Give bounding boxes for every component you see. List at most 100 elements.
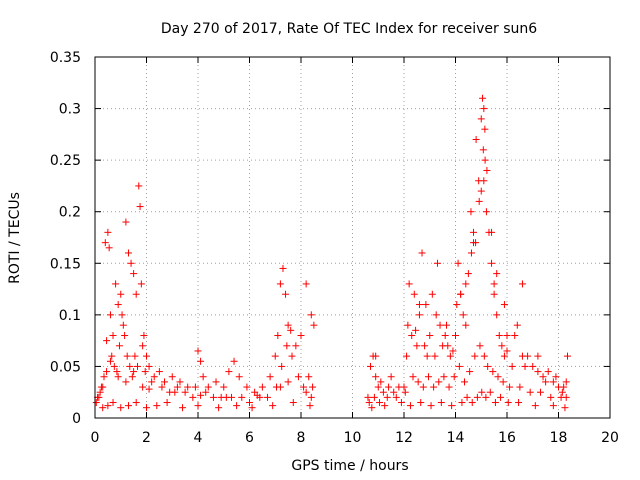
data-point bbox=[368, 404, 376, 412]
data-point bbox=[476, 342, 484, 350]
data-point bbox=[480, 352, 488, 360]
data-point bbox=[409, 373, 417, 381]
data-point bbox=[145, 385, 153, 393]
data-point bbox=[136, 203, 144, 211]
data-point bbox=[279, 264, 287, 272]
data-point bbox=[415, 301, 423, 309]
data-point bbox=[202, 388, 210, 396]
data-point bbox=[124, 249, 132, 257]
data-point bbox=[562, 393, 570, 401]
data-point bbox=[449, 347, 457, 355]
data-point bbox=[230, 357, 238, 365]
data-point bbox=[562, 378, 570, 386]
x-tick-label: 0 bbox=[91, 430, 100, 446]
data-point bbox=[506, 383, 514, 391]
data-point bbox=[488, 228, 496, 236]
data-point bbox=[423, 352, 431, 360]
data-point bbox=[95, 393, 103, 401]
data-point bbox=[104, 228, 112, 236]
data-point bbox=[397, 399, 405, 407]
data-point bbox=[379, 388, 387, 396]
data-point bbox=[105, 244, 113, 252]
data-point bbox=[130, 368, 138, 376]
data-point bbox=[414, 378, 422, 386]
data-point bbox=[542, 378, 550, 386]
data-point bbox=[132, 290, 140, 298]
data-point bbox=[427, 402, 435, 410]
data-point bbox=[365, 399, 373, 407]
data-point bbox=[108, 352, 116, 360]
data-point bbox=[544, 368, 552, 376]
data-point bbox=[481, 156, 489, 164]
data-point bbox=[495, 331, 503, 339]
data-point bbox=[233, 402, 241, 410]
data-point bbox=[143, 352, 150, 360]
data-point bbox=[139, 342, 147, 350]
data-point bbox=[96, 388, 104, 396]
data-point bbox=[246, 399, 253, 407]
data-point bbox=[115, 342, 123, 350]
data-point bbox=[114, 301, 122, 309]
data-point bbox=[215, 404, 223, 412]
data-point bbox=[466, 368, 474, 376]
data-point bbox=[132, 399, 140, 407]
data-point bbox=[372, 373, 380, 381]
data-point bbox=[454, 259, 462, 267]
data-point bbox=[536, 388, 544, 396]
data-point bbox=[408, 331, 416, 339]
data-point bbox=[289, 399, 297, 407]
data-point bbox=[225, 368, 233, 376]
data-point bbox=[428, 290, 436, 298]
data-point bbox=[458, 399, 466, 407]
data-point bbox=[204, 383, 212, 391]
y-axis-label: ROTI / TECUs bbox=[7, 192, 23, 284]
data-point bbox=[503, 331, 511, 339]
data-point bbox=[463, 393, 471, 401]
data-point bbox=[209, 393, 217, 401]
data-point bbox=[450, 373, 458, 381]
data-point bbox=[498, 342, 506, 350]
data-point bbox=[500, 301, 508, 309]
x-tick-label: 4 bbox=[194, 430, 203, 446]
y-tick-label: 0.1 bbox=[59, 308, 81, 324]
data-point bbox=[436, 321, 444, 329]
data-point bbox=[516, 383, 524, 391]
data-point bbox=[491, 399, 499, 407]
data-point bbox=[133, 362, 141, 370]
data-point bbox=[440, 373, 448, 381]
data-point bbox=[199, 373, 207, 381]
data-point bbox=[238, 393, 246, 401]
data-point bbox=[297, 331, 305, 339]
data-point bbox=[119, 321, 127, 329]
data-point bbox=[271, 352, 279, 360]
data-point bbox=[106, 357, 114, 365]
data-point bbox=[123, 352, 131, 360]
data-point bbox=[493, 270, 501, 278]
data-point bbox=[243, 383, 251, 391]
data-point bbox=[103, 337, 111, 345]
data-point bbox=[489, 368, 497, 376]
data-point bbox=[552, 373, 560, 381]
data-point bbox=[473, 393, 481, 401]
data-point bbox=[518, 352, 526, 360]
x-tick-label: 12 bbox=[395, 430, 413, 446]
y-tick-label: 0.25 bbox=[50, 153, 81, 169]
data-point bbox=[513, 321, 521, 329]
data-point bbox=[483, 166, 491, 174]
data-point bbox=[253, 391, 261, 399]
data-point bbox=[274, 331, 282, 339]
data-point bbox=[453, 301, 461, 309]
data-point bbox=[500, 352, 508, 360]
data-point bbox=[121, 331, 129, 339]
data-point bbox=[126, 362, 134, 370]
data-point bbox=[383, 393, 391, 401]
data-point bbox=[406, 402, 414, 410]
data-point bbox=[482, 208, 490, 216]
data-point bbox=[381, 402, 389, 410]
data-point bbox=[457, 290, 465, 298]
data-point bbox=[441, 331, 449, 339]
data-point bbox=[503, 347, 511, 355]
data-point bbox=[113, 368, 121, 376]
data-point bbox=[92, 399, 100, 407]
data-point bbox=[518, 280, 526, 288]
